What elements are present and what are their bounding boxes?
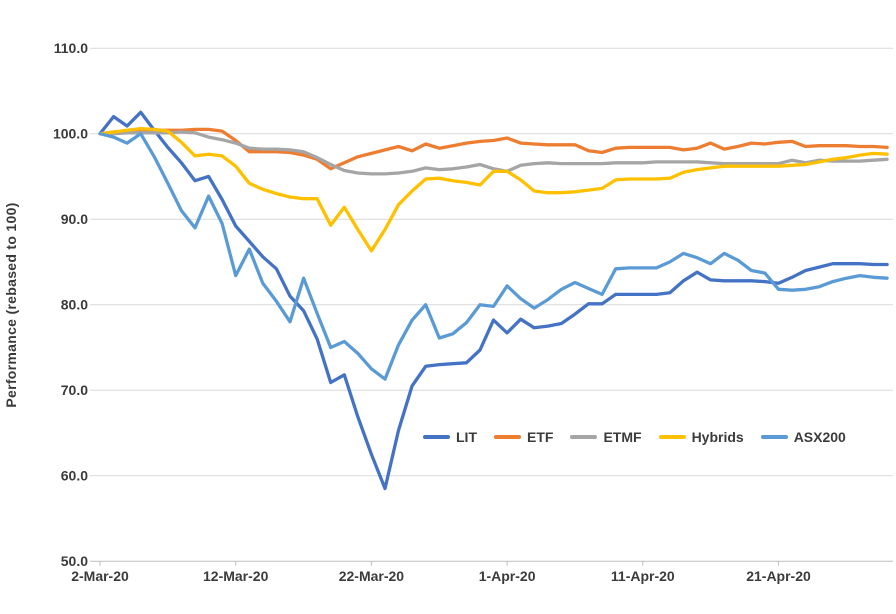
series-line-etf [98, 127, 889, 171]
legend-item-etmf: ETMF [570, 429, 642, 445]
x-axis-tick-label: 11-Apr-20 [611, 568, 675, 584]
legend-label: ETF [527, 429, 554, 445]
y-axis-tick-label: 80.0 [61, 297, 88, 313]
y-axis-tick-label: 70.0 [61, 382, 88, 398]
legend-swatch-etf [494, 435, 521, 439]
x-axis-tick-label: 12-Mar-20 [203, 568, 269, 584]
series-line-hybrids [98, 126, 889, 253]
legend-label: Hybrids [691, 429, 744, 445]
legend-item-asx200: ASX200 [760, 429, 846, 445]
series-line-etmf [98, 130, 889, 176]
y-axis-tick-label: 100.0 [53, 126, 88, 142]
chart-legend: LIT ETF ETMF Hybrids ASX200 [423, 429, 846, 445]
legend-item-lit: LIT [423, 429, 477, 445]
legend-label: ASX200 [793, 429, 846, 445]
legend-swatch-asx200 [760, 435, 788, 439]
legend-item-etf: ETF [494, 429, 553, 445]
legend-label: ETMF [603, 429, 642, 445]
y-axis-tick-label: 110.0 [54, 40, 88, 56]
legend-swatch-hybrids [658, 435, 686, 439]
legend-label: LIT [456, 429, 477, 445]
y-axis-title: Performance (rebased to 100) [3, 202, 19, 407]
legend-swatch-lit [423, 435, 450, 439]
y-axis-tick-label: 90.0 [61, 211, 88, 227]
series-line-lit [98, 110, 889, 491]
legend-swatch-etmf [570, 435, 598, 439]
y-axis-tick-label: 60.0 [61, 468, 88, 484]
x-axis-tick-label: 1-Apr-20 [479, 568, 536, 584]
x-axis-tick-label: 22-Mar-20 [339, 568, 405, 584]
y-axis-tick-label: 50.0 [61, 553, 88, 569]
x-axis-tick-label: 21-Apr-20 [746, 568, 811, 584]
x-axis-tick-label: 2-Mar-20 [71, 568, 129, 584]
legend-item-hybrids: Hybrids [658, 429, 744, 445]
series-line-asx200 [98, 132, 889, 381]
